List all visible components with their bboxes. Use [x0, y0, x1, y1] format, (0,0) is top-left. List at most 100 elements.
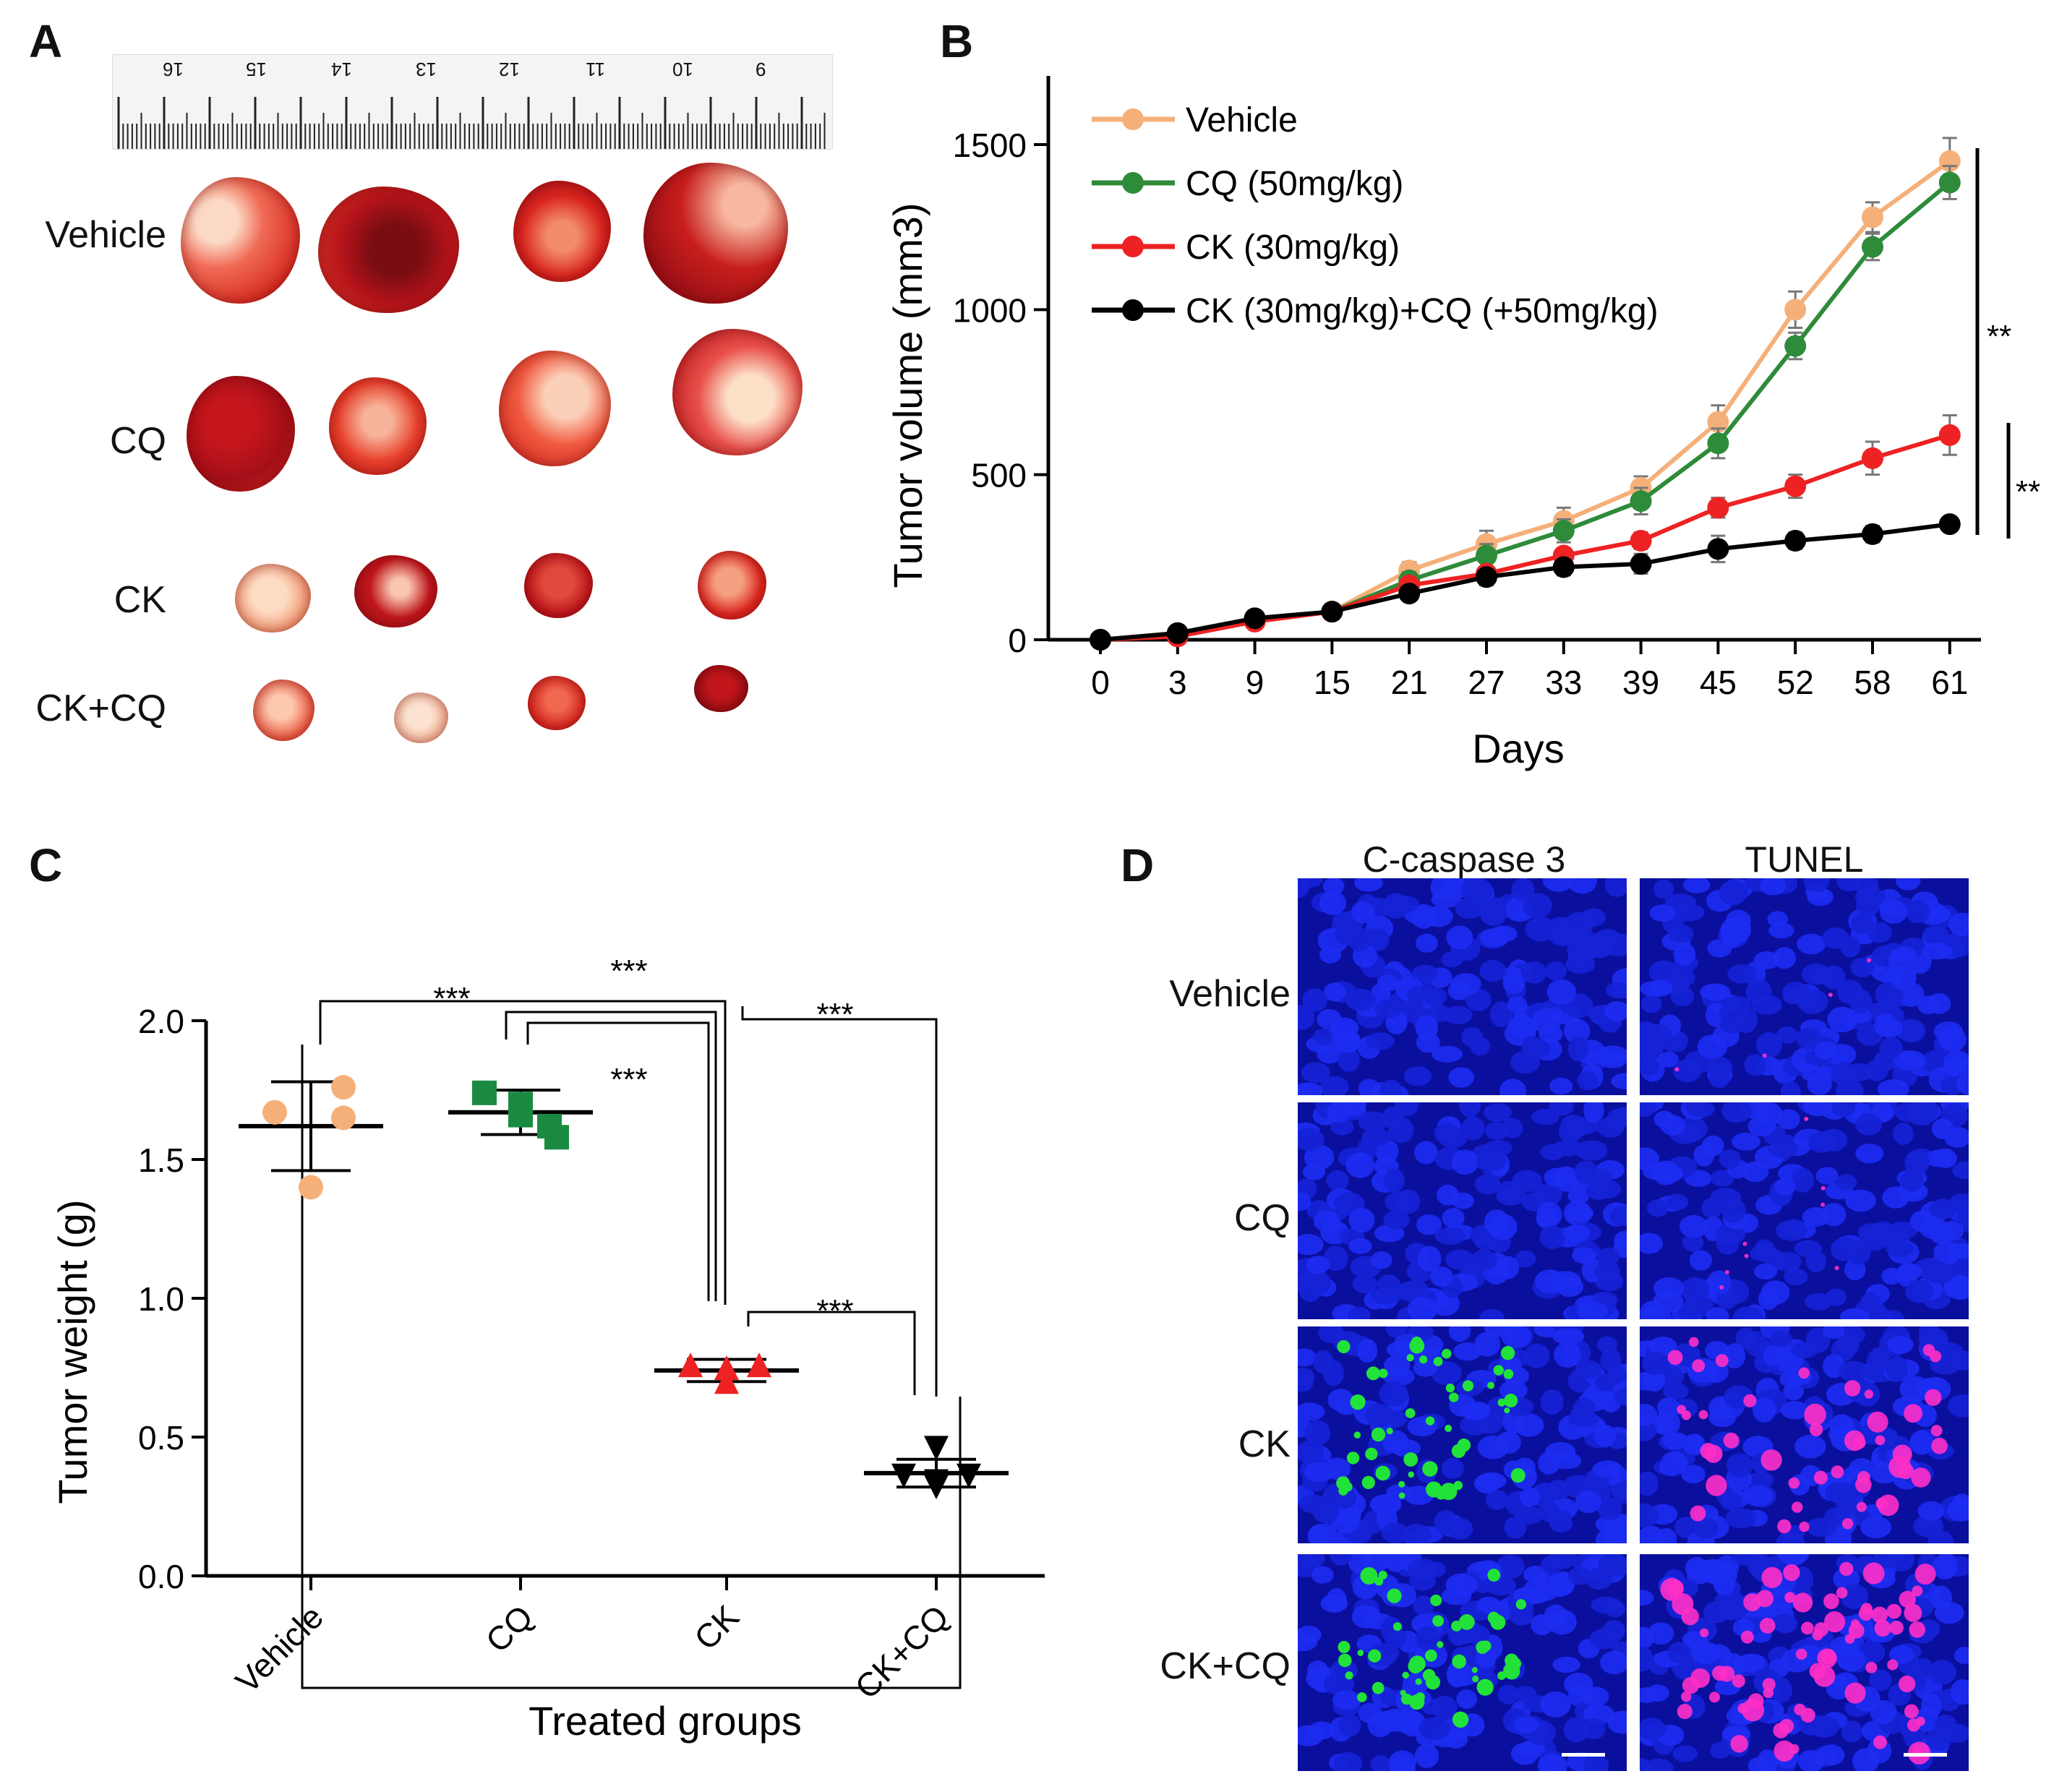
nucleus — [1382, 1430, 1409, 1454]
tunel-signal — [1704, 1444, 1723, 1463]
x-tick-label: CK — [687, 1598, 746, 1657]
nucleus — [1657, 1397, 1680, 1418]
tunel-signal — [1812, 1629, 1823, 1641]
data-point — [508, 1102, 533, 1128]
nucleus — [1382, 1522, 1409, 1543]
nucleus — [1521, 1036, 1544, 1058]
nucleus — [1513, 1716, 1539, 1733]
caspase-signal — [1504, 1394, 1518, 1407]
caspase-signal — [1406, 1354, 1414, 1362]
legend-label-cq: CQ (50mg/kg) — [1186, 165, 1403, 203]
nucleus — [1776, 1109, 1800, 1130]
nucleus — [1330, 1118, 1354, 1136]
nucleus — [1348, 1207, 1375, 1233]
nucleus — [1323, 982, 1346, 1002]
nucleus — [1952, 1161, 1969, 1180]
nucleus — [1801, 963, 1831, 985]
nucleus — [1366, 1032, 1395, 1050]
nucleus — [1565, 955, 1596, 974]
caspase-signal — [1408, 1655, 1426, 1673]
tunel-signal — [1867, 1411, 1888, 1433]
data-point — [537, 1113, 562, 1139]
caspase-signal — [1510, 1468, 1525, 1483]
nucleus — [1544, 1167, 1572, 1187]
tunel-signal — [1744, 1253, 1749, 1259]
tunel-signal — [1841, 1518, 1854, 1530]
nucleus — [1549, 1077, 1573, 1095]
nucleus — [1552, 922, 1573, 940]
nucleus — [1567, 1566, 1591, 1585]
nucleus — [1298, 1402, 1325, 1421]
nucleus — [1792, 1167, 1814, 1193]
tunel-signal — [1824, 1611, 1846, 1633]
nucleus — [1612, 1107, 1627, 1126]
legend-marker-ck — [1122, 236, 1144, 257]
nucleus — [1763, 1345, 1784, 1367]
tunel-signal — [1856, 1501, 1867, 1512]
nucleus — [1886, 1356, 1909, 1382]
microscopy-tile — [1640, 878, 1969, 1095]
tunel-signal — [1706, 1475, 1727, 1496]
nucleus — [1319, 1076, 1349, 1095]
nucleus — [1647, 1622, 1674, 1645]
nucleus — [1689, 1250, 1713, 1271]
caspase-signal — [1452, 1654, 1466, 1669]
tumor-image — [524, 553, 593, 618]
nucleus — [1591, 1596, 1622, 1614]
nucleus — [1912, 1658, 1933, 1676]
nucleus — [1685, 1556, 1708, 1579]
nucleus — [1567, 1037, 1589, 1062]
nucleus — [1947, 1394, 1969, 1418]
tumor-image — [253, 679, 314, 741]
nucleus — [1642, 1351, 1669, 1376]
nucleus — [1946, 1243, 1969, 1260]
tunel-signal — [1723, 1432, 1740, 1449]
microscopy-tile — [1640, 1554, 1969, 1771]
significance-label: *** — [433, 981, 470, 1016]
bracket-ck-ckcq — [747, 1311, 916, 1395]
tumor-image — [513, 181, 611, 282]
nucleus — [1727, 964, 1758, 984]
nucleus — [1950, 1679, 1969, 1705]
nucleus — [1409, 1571, 1436, 1591]
nucleus — [1797, 1749, 1825, 1771]
tunel-signal — [1874, 1619, 1891, 1637]
nucleus — [1681, 1465, 1706, 1484]
nucleus — [1377, 974, 1398, 992]
nucleus — [1417, 1246, 1442, 1272]
nucleus — [1802, 1102, 1832, 1117]
nucleus — [1773, 947, 1797, 969]
nucleus — [1354, 878, 1384, 892]
x-tick-label: 52 — [1777, 664, 1814, 701]
nucleus — [1777, 1554, 1810, 1565]
nucleus — [1358, 1111, 1388, 1133]
nucleus — [1655, 1527, 1677, 1543]
nucleus — [1838, 1360, 1869, 1382]
nucleus — [1604, 1526, 1627, 1543]
nucleus — [1796, 1027, 1822, 1050]
tunel-signal — [1862, 1562, 1885, 1585]
micro-row-label-cq: CQ — [1234, 1197, 1291, 1239]
tunel-signal — [1792, 1501, 1803, 1513]
nucleus — [1450, 973, 1481, 995]
nucleus — [1753, 1263, 1778, 1280]
tunel-signal — [1800, 1707, 1815, 1723]
tunel-signal — [1660, 1577, 1684, 1601]
nucleus — [1415, 1626, 1442, 1652]
nucleus — [1598, 1554, 1627, 1577]
nucleus — [1448, 1067, 1475, 1088]
nucleus — [1879, 1037, 1903, 1060]
nucleus — [1595, 929, 1621, 946]
nucleus — [1523, 893, 1552, 919]
nucleus — [1476, 1596, 1502, 1613]
microscopy-image — [1298, 1326, 1627, 1543]
data-point — [1398, 583, 1421, 605]
panel-label-b: B — [940, 15, 974, 67]
nucleus — [1790, 1342, 1818, 1359]
nucleus — [1614, 1387, 1627, 1406]
chart-b-ylabel: Tumor volume (mm3) — [885, 202, 930, 588]
nucleus — [1797, 989, 1828, 1014]
ruler-number: 11 — [586, 59, 605, 80]
nucleus — [1382, 1366, 1415, 1386]
